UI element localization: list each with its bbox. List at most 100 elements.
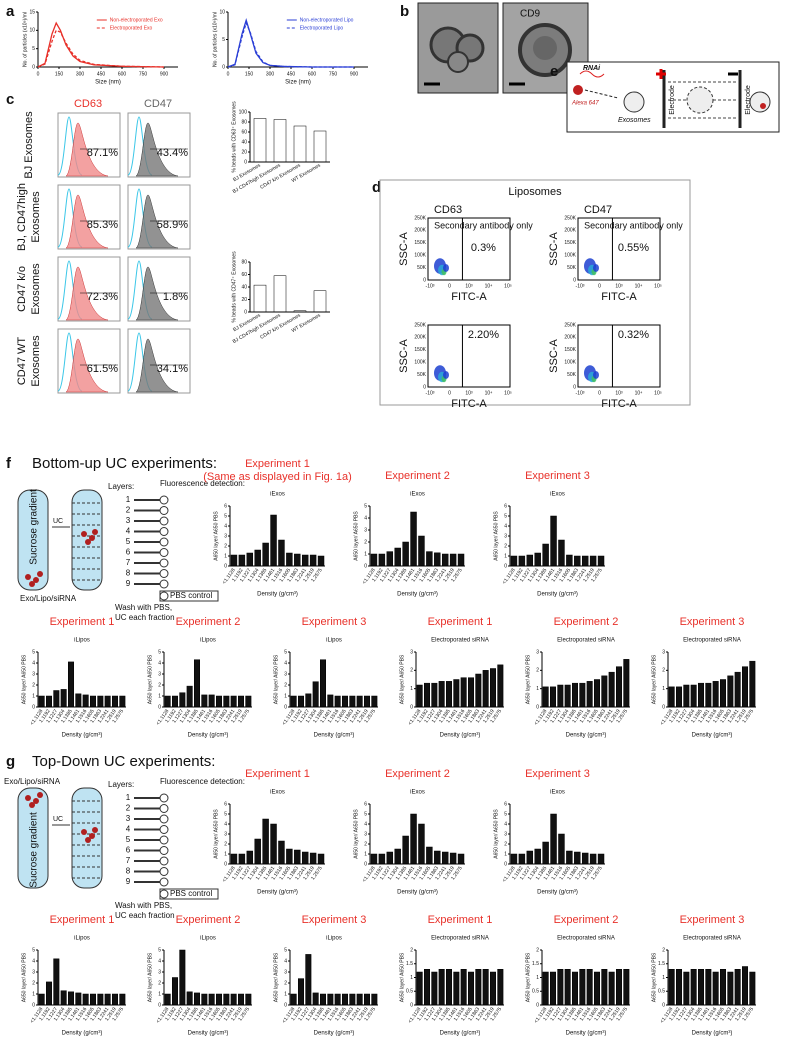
bar (426, 846, 433, 865)
sample-dot (89, 535, 95, 541)
diagram-box (566, 61, 780, 133)
bar (38, 993, 45, 1006)
bar (201, 694, 208, 708)
panel-letter: f (6, 455, 12, 472)
bar (320, 659, 326, 708)
bar (301, 554, 309, 567)
bar (457, 553, 465, 567)
panel-letter: b (400, 3, 409, 20)
y-tick-label: 150K (564, 240, 576, 246)
y-tick-label: 6 (224, 503, 227, 509)
percent-label: 1.8% (163, 291, 188, 303)
bar (223, 695, 230, 708)
y-axis-label: A650 layer/ A650 PBS (213, 511, 219, 561)
dye-label: Alexa 647 (571, 101, 599, 107)
column-header: CD47 (144, 98, 172, 110)
detection-well (159, 506, 169, 515)
chart-title: Experiment 3 (680, 616, 745, 628)
bar (550, 515, 557, 567)
layer-number: 6 (126, 548, 131, 557)
bar (668, 686, 675, 708)
chart-title: Experiment 1 (50, 914, 115, 926)
layer-number: 4 (126, 527, 131, 536)
y-tick-label: 3 (504, 533, 507, 539)
layer-number: 4 (126, 825, 131, 834)
event-cluster (443, 371, 449, 379)
y-tick-label: 2 (410, 947, 413, 953)
x-axis-label: Density (g/cm³) (692, 1031, 733, 1037)
y-tick-label: 1.5 (658, 961, 665, 967)
percent-label: 0.55% (618, 242, 649, 254)
x-tick-label: 900 (350, 71, 359, 77)
y-tick-label: 5 (158, 947, 161, 953)
bar (342, 695, 348, 708)
series-line (227, 18, 354, 68)
chart-subtitle: iExos (270, 492, 285, 498)
y-axis-label: A650 layer/ A650 PBS (493, 809, 499, 859)
x-tick-label: 750 (329, 71, 338, 77)
y-tick-label: 4 (504, 523, 507, 529)
sample-dot (92, 827, 98, 833)
axes (37, 652, 126, 708)
bar (581, 555, 589, 567)
y-tick-label: 0 (284, 1002, 287, 1008)
detection-well (159, 495, 169, 505)
bar (542, 543, 549, 567)
bar (558, 833, 565, 865)
axes (541, 950, 630, 1006)
bar (566, 554, 573, 567)
bar (698, 682, 704, 708)
x-axis-label: FITC-A (601, 398, 637, 410)
bar (245, 993, 252, 1006)
bar (90, 695, 96, 708)
sample-dot (37, 792, 43, 798)
y-axis-label: A650 layer/ A650 PBS (273, 654, 279, 704)
y-tick-label: 5 (364, 811, 367, 817)
chart-title: Experiment 3 (525, 470, 590, 482)
y-axis-label: No. of particles (x10⁸)/ml (22, 12, 28, 67)
bar (424, 682, 430, 708)
bar (273, 275, 287, 313)
bar (90, 993, 96, 1006)
sample-dot (33, 798, 39, 804)
bar (75, 992, 82, 1006)
percent-label: 87.1% (87, 147, 118, 159)
percent-label: 0.3% (471, 242, 496, 254)
bar (742, 966, 748, 1006)
bar (497, 969, 504, 1006)
detection-well (159, 558, 169, 568)
bar (294, 553, 301, 567)
y-tick-label: 150K (414, 347, 426, 353)
y-tick-label: 1 (504, 553, 507, 559)
y-tick-label: 1 (662, 975, 665, 981)
bar (460, 677, 467, 708)
bar (186, 685, 193, 708)
bar (317, 853, 325, 865)
y-tick-label: 6 (364, 801, 367, 807)
bar (60, 990, 67, 1006)
bar (278, 539, 285, 567)
sample-dot (29, 802, 35, 808)
bar (712, 971, 719, 1006)
sample-dot (25, 795, 31, 801)
y-tick-label: 0 (423, 277, 426, 283)
bar (526, 554, 534, 567)
bar (482, 969, 489, 1006)
layers-label: Layers: (108, 780, 134, 789)
y-tick-label: 50K (417, 265, 427, 271)
bar (172, 695, 178, 708)
x-tick-label: -10³ (426, 390, 435, 396)
y-axis-label: A650 layer/ A650 PBS (651, 952, 657, 1002)
bar (293, 125, 307, 163)
bar (230, 554, 238, 567)
y-tick-label: 2 (504, 543, 507, 549)
y-tick-label: 1 (410, 686, 413, 692)
y-tick-label: 0 (158, 1002, 161, 1008)
bar (320, 993, 326, 1006)
bar (254, 838, 261, 865)
bar (550, 971, 556, 1006)
y-tick-label: 60 (241, 272, 247, 278)
x-tick-label: 150 (55, 71, 64, 77)
percent-label: 72.3% (87, 291, 118, 303)
y-tick-label: 3 (284, 671, 287, 677)
